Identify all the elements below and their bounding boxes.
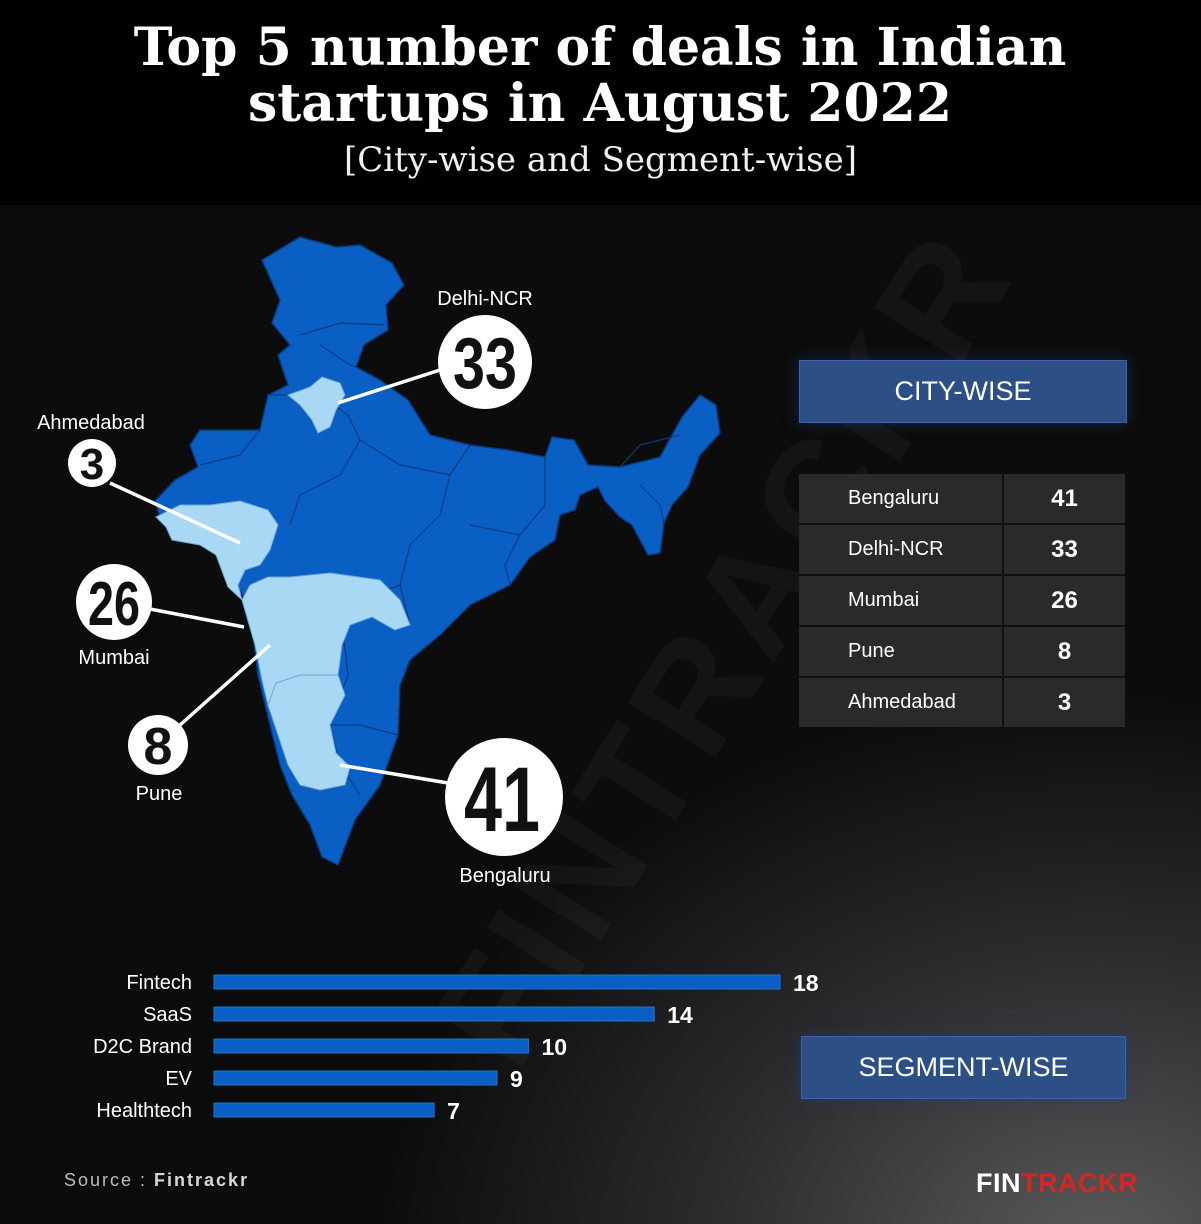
city-wise-label: CITY-WISE bbox=[799, 360, 1127, 423]
callout-mumbai: 26 Mumbai bbox=[76, 564, 152, 669]
city-name-cell: Bengaluru bbox=[799, 474, 1004, 525]
leader-lines bbox=[109, 368, 449, 785]
callout-circle bbox=[76, 564, 152, 640]
source-prefix: Source : bbox=[64, 1170, 155, 1190]
city-value-cell: 3 bbox=[1057, 688, 1072, 716]
source-note: Source : Fintrackr bbox=[64, 1170, 249, 1191]
bar bbox=[213, 974, 781, 990]
segment-bar-chart: Fintech 18 SaaS 14 D2C Brand 10 EV 9 Healthtech 7 bbox=[93, 970, 819, 1124]
callout-pune: 8 Pune bbox=[128, 715, 188, 805]
brand-logo: FINTRACKR bbox=[976, 1168, 1138, 1199]
city-value-cell: 8 bbox=[1003, 626, 1125, 678]
city-name-cell: Ahmedabad bbox=[799, 677, 1004, 727]
bar-value-label: 14 bbox=[667, 1002, 693, 1028]
callout-bengaluru: 41 Bengaluru bbox=[445, 738, 563, 887]
city-wise-table: Bengaluru 41 Delhi-NCR 33 Mumbai 26 Pune… bbox=[799, 474, 1125, 727]
callout-city-label: Pune bbox=[136, 783, 183, 805]
city-value-cell: 41 bbox=[1003, 474, 1125, 525]
bar-category-label: D2C Brand bbox=[93, 1036, 192, 1058]
table-row: Bengaluru 41 bbox=[799, 474, 1125, 525]
city-value-cell: 33 bbox=[1003, 524, 1125, 576]
bar-category-label: SaaS bbox=[143, 1004, 192, 1026]
callout-city-label: Bengaluru bbox=[459, 865, 550, 887]
bar-category-label: EV bbox=[165, 1068, 192, 1090]
brand-logo-part-a: FIN bbox=[976, 1168, 1021, 1198]
bar bbox=[213, 1070, 498, 1086]
callout-circle bbox=[128, 715, 188, 775]
callout-value: 3 bbox=[80, 440, 104, 489]
india-map: Delhi-NCR 33 Ahmedabad 3 26 Mumbai 8 Pun… bbox=[37, 236, 721, 887]
bar-value-label: 18 bbox=[793, 970, 819, 996]
callout-city-label: Ahmedabad bbox=[37, 412, 145, 434]
callout-value: 33 bbox=[453, 324, 517, 404]
city-name-cell: Pune bbox=[799, 626, 1004, 678]
callout-circle bbox=[68, 439, 116, 487]
table-row: Mumbai 26 bbox=[799, 575, 1125, 627]
city-name-cell: Mumbai bbox=[799, 575, 1004, 627]
table-row: Pune 8 bbox=[799, 626, 1125, 678]
ahmedabad-region bbox=[155, 500, 279, 602]
page-subtitle: [City-wise and Segment-wise] bbox=[343, 140, 857, 180]
callout-circle bbox=[438, 315, 532, 409]
city-name-cell: Delhi-NCR bbox=[799, 524, 1004, 576]
bar bbox=[213, 1006, 655, 1022]
city-value-cell: 26 bbox=[1003, 575, 1125, 627]
brand-logo-part-b: TRACKR bbox=[1021, 1168, 1138, 1198]
callout-city-label: Mumbai bbox=[78, 647, 149, 669]
bar-value-label: 7 bbox=[447, 1098, 460, 1124]
callout-delhi-ncr: Delhi-NCR 33 bbox=[437, 288, 533, 409]
bar-category-label: Healthtech bbox=[96, 1100, 192, 1122]
bar-category-label: Fintech bbox=[126, 972, 192, 994]
callout-circle bbox=[445, 738, 563, 856]
callout-city-label: Delhi-NCR bbox=[437, 288, 533, 310]
callout-ahmedabad: Ahmedabad 3 bbox=[37, 412, 145, 489]
page-title: Top 5 number of deals in Indian startups… bbox=[133, 17, 1067, 134]
table-row: Delhi-NCR 33 bbox=[799, 524, 1125, 576]
bar bbox=[213, 1038, 529, 1054]
bar-value-label: 9 bbox=[510, 1066, 523, 1092]
callout-value: 26 bbox=[88, 570, 140, 639]
source-name: Fintrackr bbox=[154, 1170, 250, 1190]
delhi-ncr-region bbox=[287, 376, 346, 434]
header: Top 5 number of deals in Indian startups… bbox=[0, 0, 1201, 205]
table-row: Ahmedabad 3 bbox=[799, 677, 1125, 727]
segment-wise-label: SEGMENT-WISE bbox=[801, 1036, 1126, 1099]
bar-value-label: 10 bbox=[541, 1034, 567, 1060]
callout-value: 8 bbox=[144, 718, 173, 776]
bengaluru-region bbox=[267, 674, 351, 791]
callout-value: 41 bbox=[464, 749, 540, 851]
bar bbox=[213, 1102, 435, 1118]
